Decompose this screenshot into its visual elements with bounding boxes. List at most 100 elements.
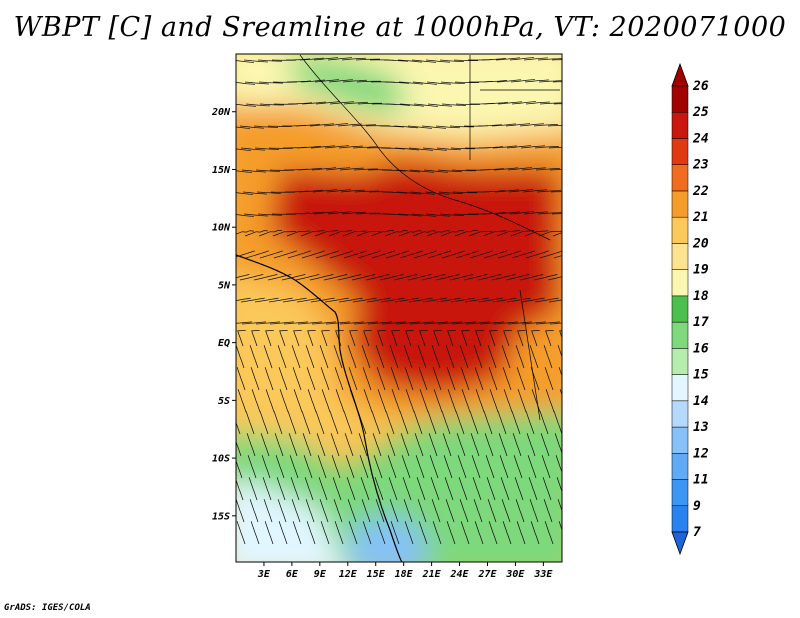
streamline: [407, 125, 432, 129]
streamline: [354, 190, 380, 193]
streamline: [379, 274, 404, 281]
streamline: [389, 499, 399, 523]
streamline: [516, 521, 526, 545]
streamline: [279, 389, 289, 413]
streamline: [472, 477, 482, 501]
streamline: [454, 229, 478, 237]
streamline: [436, 297, 461, 303]
streamline: [517, 330, 526, 347]
colorbar-label: 23: [692, 158, 709, 173]
streamline: [426, 81, 451, 85]
streamline: [343, 250, 368, 259]
streamline: [494, 189, 519, 193]
streamline: [244, 81, 269, 85]
streamline: [370, 230, 394, 237]
streamline: [527, 455, 537, 479]
streamline: [474, 367, 484, 391]
streamline: [543, 499, 553, 523]
streamline: [275, 455, 285, 479]
streamline: [236, 170, 252, 173]
streamline: [355, 212, 380, 215]
streamline: [314, 230, 339, 237]
streamline: [409, 169, 434, 173]
streamline: [286, 58, 311, 61]
streamline: [547, 125, 562, 127]
streamline: [244, 230, 268, 237]
streamline: [557, 345, 562, 358]
streamline: [386, 433, 396, 457]
streamline: [417, 345, 427, 369]
streamline: [483, 411, 493, 435]
streamline: [393, 125, 418, 129]
streamline: [323, 123, 348, 127]
colorbar-segment: [671, 85, 689, 113]
streamline: [493, 167, 518, 171]
streamline: [236, 214, 254, 217]
streamline: [475, 389, 485, 413]
streamline: [506, 145, 531, 149]
streamline: [390, 521, 400, 545]
streamline: [343, 411, 353, 435]
streamline: [391, 330, 400, 347]
streamline: [313, 57, 338, 61]
streamline: [400, 433, 410, 457]
streamline: [265, 330, 274, 347]
streamline: [310, 145, 335, 149]
streamline: [460, 521, 470, 545]
streamline: [323, 274, 348, 281]
streamline: [295, 123, 320, 127]
streamline: [236, 274, 250, 279]
streamline: [516, 367, 526, 391]
streamline: [376, 367, 386, 391]
streamline: [524, 79, 549, 83]
streamline: [366, 297, 391, 303]
streamline: [264, 521, 274, 545]
streamline: [541, 455, 551, 479]
streamline: [437, 321, 462, 325]
streamline: [460, 367, 470, 391]
streamline: [558, 521, 562, 531]
streamline: [357, 102, 382, 105]
streamline: [488, 521, 498, 545]
streamline: [497, 411, 507, 435]
streamline: [249, 499, 259, 523]
lat-tick-label: 10S: [212, 454, 230, 465]
streamline: [330, 433, 340, 457]
streamline: [423, 169, 448, 173]
streamline: [426, 230, 450, 237]
streamline: [236, 345, 245, 369]
streamline: [552, 232, 562, 237]
colorbar-label: 7: [693, 525, 701, 540]
colorbar-segment: [671, 453, 689, 480]
streamline: [236, 459, 243, 479]
streamline: [236, 297, 251, 301]
streamline: [501, 345, 511, 369]
streamline: [335, 389, 345, 413]
streamline: [537, 58, 562, 61]
streamline: [401, 455, 411, 479]
streamline: [470, 433, 480, 457]
streamline: [502, 521, 512, 545]
streamline: [324, 297, 349, 303]
streamline: [371, 411, 381, 435]
streamline: [304, 477, 314, 501]
streamline: [261, 455, 271, 479]
streamline: [436, 147, 461, 151]
colorbar: 7 9 11 12 13 14 15 16 17 18 19 20 21 22 23 24 25 26: [671, 62, 709, 556]
streamline: [524, 230, 549, 237]
streamline: [320, 521, 330, 545]
streamline: [431, 345, 441, 369]
streamline: [520, 145, 545, 149]
streamline: [525, 411, 535, 435]
streamline: [259, 411, 269, 435]
streamline: [251, 389, 261, 413]
streamline: [287, 411, 297, 435]
streamline: [449, 274, 474, 281]
colorbar-segment: [671, 164, 689, 192]
streamline: [503, 389, 513, 413]
streamline: [278, 367, 288, 391]
colorbar-segment: [671, 426, 689, 454]
streamline: [305, 345, 315, 369]
streamline: [440, 81, 465, 84]
